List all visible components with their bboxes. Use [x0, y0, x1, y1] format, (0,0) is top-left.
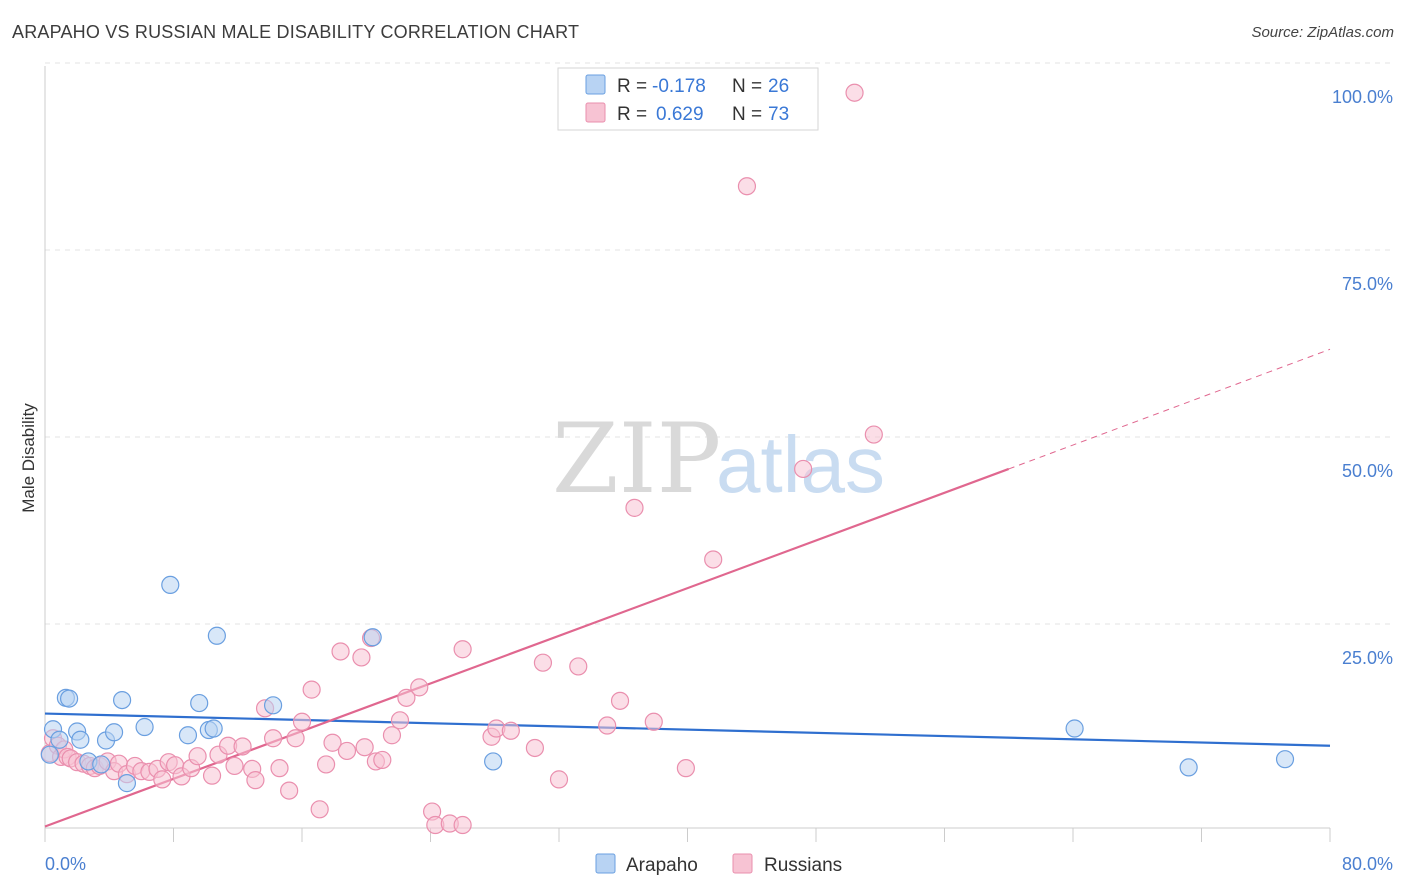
russians-point-32: [246, 771, 265, 790]
legend-swatch-arapaho: [585, 74, 606, 95]
russians-point-41: [316, 755, 336, 774]
russians-point-65: [569, 657, 588, 676]
arapaho-point-16: [190, 693, 209, 713]
stats-legend: R = -0.178 N = 26 R = 0.629 N = 73: [557, 67, 819, 131]
axes: [44, 66, 1331, 842]
russians-point-34: [263, 729, 283, 748]
x-tick-label-0: 0.0%: [45, 854, 86, 874]
arapaho-point-24: [1179, 758, 1198, 777]
russians-point-52: [397, 688, 416, 707]
russians-point-25: [188, 747, 207, 766]
russians-point-67: [610, 691, 630, 710]
russians-point-64: [549, 770, 569, 789]
russians-point-46: [355, 738, 374, 757]
watermark-zip: ZIP: [552, 403, 721, 515]
russians-point-69: [644, 712, 663, 731]
russians-point-20: [153, 770, 172, 789]
russians-point-58: [453, 640, 472, 659]
arapaho-point-2: [50, 730, 69, 749]
y-tick-label-0: 25.0%: [1342, 648, 1393, 668]
legend-n-value-1: 26: [768, 76, 789, 97]
russians-point-57: [453, 815, 472, 835]
x-tick-labels: 0.0% 80.0%: [45, 854, 1393, 874]
arapaho-point-11: [112, 690, 132, 710]
data-points: [40, 83, 1295, 835]
russians-point-53: [410, 678, 429, 697]
legend-n-label-1: N =: [732, 76, 762, 97]
russians-point-29: [225, 756, 244, 776]
y-tick-labels: 25.0% 50.0% 75.0% 100.0%: [1332, 87, 1393, 668]
y-axis-label: Male Disability: [19, 403, 38, 513]
bottom-legend-russians: Russians: [764, 855, 842, 876]
series-legend: Arapaho Russians: [595, 853, 842, 876]
y-tick-label-2: 75.0%: [1342, 274, 1393, 294]
russians-point-72: [737, 177, 757, 196]
russians-point-68: [625, 498, 644, 517]
arapaho-point-20: [263, 696, 283, 715]
russians-point-70: [676, 759, 695, 778]
russians-point-42: [323, 733, 342, 752]
watermark: ZIP atlas: [552, 403, 885, 515]
arapaho-point-21: [363, 628, 382, 647]
arapaho-point-12: [117, 774, 137, 793]
russians-point-38: [292, 712, 312, 731]
russians-point-36: [280, 781, 299, 800]
arapaho-point-6: [71, 730, 90, 749]
legend-r-label-2: R =: [617, 104, 647, 125]
arapaho-point-14: [161, 575, 180, 595]
arapaho-point-13: [135, 717, 154, 737]
russians-point-49: [373, 750, 392, 770]
legend-r-value-1: -0.178: [652, 76, 706, 97]
russians-point-43: [331, 642, 350, 661]
legend-r-value-2: 0.629: [656, 104, 704, 125]
russians-point-73: [794, 459, 813, 479]
russians-point-50: [382, 726, 402, 745]
bottom-legend-arapaho: Arapaho: [626, 855, 698, 876]
russians-point-26: [202, 766, 222, 785]
y-tick-label-1: 50.0%: [1342, 461, 1393, 481]
arapaho-point-0: [40, 745, 59, 764]
arapaho-point-19: [207, 626, 226, 645]
russians-point-37: [286, 729, 305, 748]
arapaho-point-22: [484, 752, 503, 771]
russians-trend-line: [44, 467, 1010, 828]
arapaho-point-8: [92, 755, 111, 774]
russians-point-71: [704, 550, 723, 569]
arapaho-point-10: [104, 723, 124, 742]
russians-point-40: [310, 800, 329, 819]
russians-point-39: [302, 680, 321, 699]
bottom-legend-swatch-arapaho: [595, 853, 616, 874]
legend-n-value-2: 73: [768, 104, 789, 125]
x-tick-label-1: 80.0%: [1342, 854, 1393, 874]
legend-r-label-1: R =: [617, 76, 647, 97]
arapaho-trend-line: [44, 712, 1331, 747]
russians-point-44: [337, 741, 357, 761]
chart-title: ARAPAHO VS RUSSIAN MALE DISABILITY CORRE…: [12, 22, 580, 42]
source-label: Source: ZipAtlas.com: [1251, 24, 1394, 41]
russians-point-30: [233, 737, 252, 756]
russians-point-61: [501, 721, 520, 740]
legend-swatch-russians: [585, 102, 606, 123]
arapaho-point-15: [178, 726, 198, 745]
arapaho-point-18: [204, 719, 223, 738]
russians-trend-extension: [1008, 348, 1331, 470]
russians-point-75: [864, 425, 883, 444]
russians-point-63: [533, 653, 553, 672]
russians-point-66: [598, 716, 617, 735]
russians-point-51: [390, 711, 410, 730]
bottom-legend-swatch-russians: [732, 853, 753, 874]
russians-point-62: [525, 738, 545, 758]
legend-n-label-2: N =: [732, 104, 762, 125]
russians-point-74: [845, 83, 864, 102]
grid-lines: [45, 62, 1395, 625]
arapaho-point-4: [59, 689, 79, 708]
russians-point-35: [270, 759, 289, 778]
y-tick-label-3: 100.0%: [1332, 87, 1393, 107]
arapaho-point-25: [1275, 750, 1295, 769]
arapaho-point-23: [1065, 719, 1084, 738]
trend-lines: [44, 348, 1331, 828]
russians-point-45: [352, 648, 371, 667]
